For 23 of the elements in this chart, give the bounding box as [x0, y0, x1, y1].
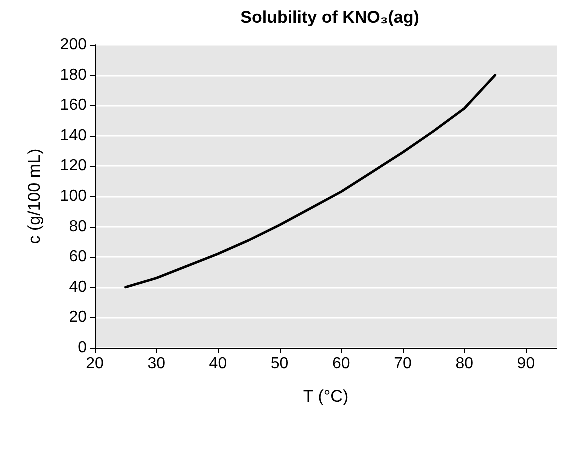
y-tick-label: 40 [69, 278, 88, 296]
y-tick-label: 120 [60, 158, 88, 175]
chart-title: Solubility of KNO₃(ag) [240, 8, 420, 27]
y-tick-label: 80 [69, 218, 88, 236]
x-tick-label: 60 [332, 356, 350, 372]
y-axis-title: c (g/100 mL) [25, 148, 44, 244]
y-tick-label: 160 [60, 97, 88, 114]
y-tick-label: 180 [60, 66, 88, 84]
x-axis-title: T (°C) [303, 387, 349, 406]
y-tick-label: 200 [60, 36, 88, 54]
y-tick-label: 100 [60, 188, 88, 205]
x-tick-label: 50 [270, 356, 289, 372]
y-tick-label: 0 [78, 340, 88, 356]
y-tick-label: 20 [69, 309, 88, 326]
y-tick-label: 140 [60, 127, 88, 144]
x-tick-label: 70 [394, 356, 412, 372]
y-tick-label: 60 [69, 248, 88, 266]
x-tick-label: 40 [209, 356, 228, 372]
x-tick-label: 90 [517, 356, 536, 372]
x-tick-label: 20 [86, 356, 104, 372]
x-tick-label: 30 [148, 356, 166, 372]
line-series [124, 74, 497, 289]
x-tick-label: 80 [456, 356, 474, 372]
